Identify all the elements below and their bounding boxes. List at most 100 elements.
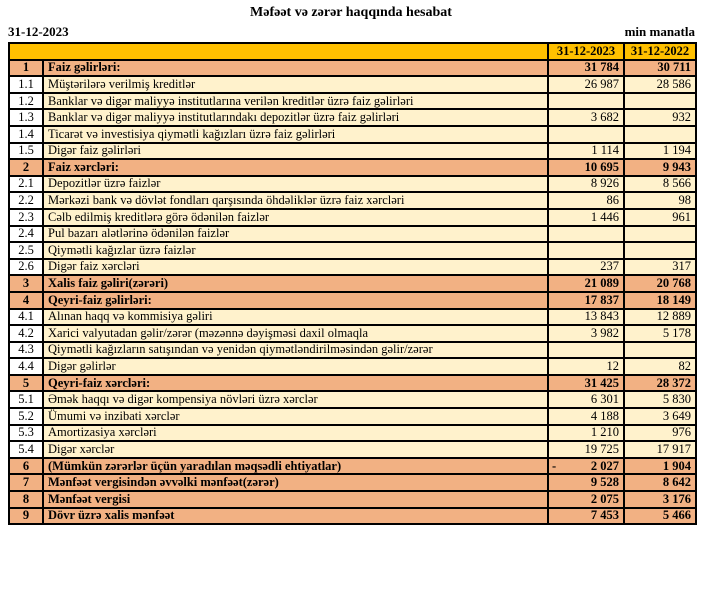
row-label: Əmək haqqı və digər kompensiya növləri ü…	[42, 390, 549, 410]
value-2023: 3 682	[590, 110, 619, 125]
value-2022: 317	[623, 257, 697, 277]
table-row: 1 Faiz gəlirləri: 31 784 30 711	[8, 58, 697, 78]
table-row: 6 (Mümkün zərərlər üçün yaradılan məqsədl…	[8, 456, 697, 476]
value-2022: 20 768	[623, 274, 697, 293]
value-2023-cell	[547, 241, 625, 260]
value-2023-cell: 3 982	[547, 324, 625, 343]
value-2023: 4 188	[590, 408, 619, 423]
value-2022	[623, 241, 697, 260]
value-2023-cell: 237	[547, 257, 625, 277]
row-label: Qeyri-faiz xərcləri:	[42, 373, 549, 393]
value-2023-cell: 12	[547, 357, 625, 376]
value-2022: 932	[623, 108, 697, 127]
value-2023: 8 926	[590, 176, 619, 191]
value-2023-cell	[547, 124, 625, 144]
table-row: 1.5 Digər faiz gəlirləri 1 114 1 194	[8, 141, 697, 161]
value-2023: 2 027	[590, 458, 619, 473]
unit-label: min manatla	[624, 24, 695, 39]
row-number: 2.3	[8, 207, 44, 227]
value-2023-cell: 8 926	[547, 174, 625, 194]
value-2023-cell: 1 114	[547, 141, 625, 161]
row-number: 1.2	[8, 91, 44, 111]
value-2023: 19 725	[584, 441, 619, 456]
row-label: Ümumi və inzibati xərclər	[42, 407, 549, 426]
row-number: 5	[8, 373, 44, 393]
value-2022	[623, 124, 697, 144]
value-2023-cell: 21 089	[547, 274, 625, 293]
table-body: 1 Faiz gəlirləri: 31 784 30 711 1.1 Müştərilə…	[8, 58, 697, 526]
value-2022: 961	[623, 207, 697, 227]
value-2023: 2 075	[590, 491, 619, 506]
value-2023-cell: - 2 027	[547, 456, 625, 476]
header-empty-cell	[8, 42, 549, 61]
value-2023-cell: 4 188	[547, 407, 625, 426]
row-label: Müştərilərə verilmiş kreditlər	[42, 75, 549, 94]
header-col-2023: 31-12-2023	[547, 42, 625, 61]
row-label: Mənfəət vergisindən əvvəlki mənfəət(zərə…	[42, 473, 549, 493]
value-2023: 26 987	[584, 76, 619, 91]
value-2022: 5 830	[623, 390, 697, 410]
row-label: Digər faiz xərcləri	[42, 257, 549, 277]
value-2022: 18 149	[623, 290, 697, 310]
value-2023-cell: 1 446	[547, 207, 625, 227]
value-2022: 8 566	[623, 174, 697, 194]
table-row: 5.3 Amortizasiya xərcləri 1 210 976	[8, 423, 697, 443]
value-2023-cell: 1 210	[547, 423, 625, 443]
profit-loss-table: 31-12-2023 31-12-2022 1 Faiz gəlirləri: 31…	[8, 42, 697, 526]
row-number: 9	[8, 506, 44, 526]
value-2023-cell	[547, 340, 625, 360]
table-row: 4.3 Qiymətli kağızların satışından və yen…	[8, 340, 697, 360]
row-number: 1.3	[8, 108, 44, 127]
row-number: 4.4	[8, 357, 44, 376]
table-row: 4.4 Digər gəlirlər 12 82	[8, 357, 697, 376]
row-number: 2.4	[8, 224, 44, 244]
table-row: 5.1 Əmək haqqı və digər kompensiya növlər…	[8, 390, 697, 410]
value-2023-cell: 7 453	[547, 506, 625, 526]
value-2022: 28 372	[623, 373, 697, 393]
report-title: Məfəət və zərər haqqında hesabat	[250, 5, 452, 20]
row-label: Qiymətli kağızlar üzrə faizlər	[42, 241, 549, 260]
value-2023: 17 837	[584, 292, 619, 307]
row-label: Xarici valyutadan gəlir/zərər (məzənnə d…	[42, 324, 549, 343]
row-number: 6	[8, 456, 44, 476]
table-row: 4 Qeyri-faiz gəlirləri: 17 837 18 149	[8, 290, 697, 310]
row-number: 2.1	[8, 174, 44, 194]
value-2023-cell: 31 425	[547, 373, 625, 393]
row-number: 5.1	[8, 390, 44, 410]
row-number: 1.5	[8, 141, 44, 161]
value-2022: 976	[623, 423, 697, 443]
row-label: Qeyri-faiz gəlirləri:	[42, 290, 549, 310]
value-2023: 1 114	[591, 143, 619, 158]
value-2023: 1 210	[590, 425, 619, 440]
value-2022: 82	[623, 357, 697, 376]
table-row: 1.3 Banklar və digər maliyyə institutları…	[8, 108, 697, 127]
value-2022: 17 917	[623, 440, 697, 459]
table-row: 3 Xalis faiz gəliri(zərəri) 21 089 20 768	[8, 274, 697, 293]
value-2022: 28 586	[623, 75, 697, 94]
value-2022: 3 649	[623, 407, 697, 426]
value-2023-cell: 86	[547, 191, 625, 210]
value-2023: 6 301	[590, 392, 619, 407]
negative-sign: -	[552, 458, 557, 473]
row-label: Digər faiz gəlirləri	[42, 141, 549, 161]
value-2023-cell: 10 695	[547, 158, 625, 177]
row-label: Mərkəzi bank və dövlət fondları qarşısın…	[42, 191, 549, 210]
value-2022: 12 889	[623, 307, 697, 327]
value-2023: 86	[606, 193, 620, 208]
row-label: Amortizasiya xərcləri	[42, 423, 549, 443]
table-row: 5 Qeyri-faiz xərcləri: 31 425 28 372	[8, 373, 697, 393]
row-label: Mənfəət vergisi	[42, 490, 549, 509]
value-2022: 3 176	[623, 490, 697, 509]
row-label: Ticarət və investisiya qiymətli kağızlar…	[42, 124, 549, 144]
value-2022	[623, 340, 697, 360]
table-row: 2.4 Pul bazarı alətlərinə ödənilən faizlə…	[8, 224, 697, 244]
value-2022: 30 711	[623, 58, 697, 78]
row-label: Faiz xərcləri:	[42, 158, 549, 177]
table-row: 2.2 Mərkəzi bank və dövlət fondları qarşı…	[8, 191, 697, 210]
table-row: 1.2 Banklar və digər maliyyə institutları…	[8, 91, 697, 111]
row-number: 2.5	[8, 241, 44, 260]
row-label: Cəlb edilmiş kreditlərə görə ödənilən fa…	[42, 207, 549, 227]
report-date-label: 31-12-2023	[8, 24, 69, 39]
report-page: Məfəət və zərər haqqında hesabat 31-12-2…	[8, 5, 697, 526]
row-label: Faiz gəlirləri:	[42, 58, 549, 78]
